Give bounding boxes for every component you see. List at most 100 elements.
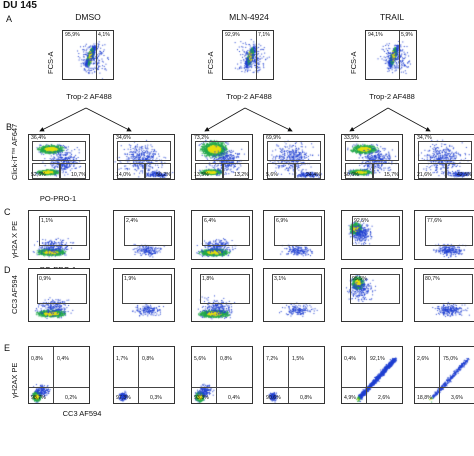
- row-c-plot-4: 92,5%: [341, 210, 403, 260]
- row-b-bl-pct: 14,0%: [116, 172, 131, 178]
- figure-title: DU 145: [3, 0, 37, 11]
- row-d-plot-0: 0,9%: [28, 268, 90, 322]
- row-e-br-pct: 2,6%: [378, 395, 390, 401]
- row-c-gate: [39, 216, 87, 246]
- row-b-gate-br: [60, 163, 86, 179]
- condition-dmso: DMSO: [75, 12, 101, 22]
- row-b-top-pct: 73,2%: [194, 135, 209, 141]
- row-b-br-pct: 24,4%: [306, 172, 321, 178]
- row-e-bl-pct: 18,8%: [417, 395, 432, 401]
- row-e-tl-pct: 0,8%: [31, 356, 43, 362]
- row-c-gate: [124, 216, 172, 246]
- row-c-gate: [352, 216, 400, 246]
- row-e-quad-vline: [439, 347, 440, 403]
- row-b-gate-top: [32, 141, 86, 161]
- row-d-plot-1: 1,9%: [113, 268, 175, 322]
- row-b-top-pct: 33,5%: [344, 135, 359, 141]
- row-b-plot-1: 34,6% 14,0% 50,2%: [113, 134, 175, 180]
- row-b-plot-3: 69,9% 5,6% 24,4%: [263, 134, 325, 180]
- row-c-ylabel: γH2A X PE: [10, 220, 19, 258]
- row-a-left-pct: 94,1%: [368, 32, 383, 38]
- row-d-gate-pct: 80,7%: [425, 276, 440, 282]
- row-e-plot-4: 0,4% 92,1% 4,9% 2,6%: [341, 346, 403, 404]
- row-e-ylabel: γH2AX PE: [10, 362, 19, 398]
- row-b-gate-bl: [418, 163, 446, 179]
- row-a-gate-line: [96, 31, 97, 79]
- density-cloud: [415, 269, 474, 321]
- row-a-left-pct: 92,9%: [225, 32, 240, 38]
- row-e-quad-vline: [53, 347, 54, 403]
- row-c-plot-1: 2,4%: [113, 210, 175, 260]
- row-e-quad-hline: [29, 387, 89, 388]
- row-d-ylabel: CC3 AF594: [10, 275, 19, 314]
- row-e-plot-1: 1,7% 0,8% 97,3% 0,3%: [113, 346, 175, 404]
- row-b-gate-bl: [117, 163, 145, 179]
- row-d-gate: [350, 274, 400, 304]
- row-e-quad-vline: [138, 347, 139, 403]
- row-e-plot-5: 2,6% 75,0% 18,8% 3,6%: [414, 346, 474, 404]
- density-cloud: [415, 135, 474, 179]
- row-a-gate-line: [399, 31, 400, 79]
- density-cloud: [415, 347, 474, 403]
- row-a-left-pct: 95,9%: [65, 32, 80, 38]
- row-c-plot-0: 1,1%: [28, 210, 90, 260]
- row-a-plot-2: 94,1% 5,9%: [365, 30, 417, 80]
- row-e-tr-pct: 1,5%: [292, 356, 304, 362]
- row-d-gate: [37, 274, 87, 304]
- row-e-quad-vline: [288, 347, 289, 403]
- row-b-gate-br: [223, 163, 249, 179]
- row-b-bl-pct: 13,5%: [194, 172, 209, 178]
- density-cloud: [342, 347, 402, 403]
- row-e-br-pct: 0,8%: [300, 395, 312, 401]
- row-e-tr-pct: 75,0%: [443, 356, 458, 362]
- row-b-br-pct: 50,2%: [156, 172, 171, 178]
- row-a-gate-line: [256, 31, 257, 79]
- row-c-gate: [202, 216, 250, 246]
- row-d-gate: [200, 274, 250, 304]
- row-b-gate-bl: [32, 163, 60, 179]
- row-e-tr-pct: 92,1%: [370, 356, 385, 362]
- row-e-quad-hline: [264, 387, 324, 388]
- row-b-br-pct: 10,7%: [71, 172, 86, 178]
- row-b-gate-br: [373, 163, 399, 179]
- row-b-plot-4: 33,5% 50,6% 15,7%: [341, 134, 403, 180]
- density-cloud: [264, 347, 324, 403]
- row-e-br-pct: 0,4%: [228, 395, 240, 401]
- row-b-bl-pct: 5,6%: [266, 172, 278, 178]
- row-b-top-pct: 34,6%: [116, 135, 131, 141]
- row-b-xlabel: PO-PRO-1: [39, 194, 77, 203]
- row-d-gate-pct: 1,9%: [124, 276, 136, 282]
- row-b-gate-bl: [345, 163, 373, 179]
- row-a-xlabel-0: Trop-2 AF488: [66, 92, 112, 101]
- row-d-gate-pct: 0,9%: [39, 276, 51, 282]
- row-c-plot-5: 77,6%: [414, 210, 474, 260]
- row-e-bl-pct: 98,7%: [31, 395, 46, 401]
- row-d-plot-3: 3,1%: [263, 268, 325, 322]
- density-cloud: [342, 269, 402, 321]
- row-b-ylabel: Click-iT™ AF647: [10, 123, 19, 180]
- density-cloud: [192, 269, 252, 321]
- row-d-plot-4: 95,5%: [341, 268, 403, 322]
- row-b-bl-pct: 52,6%: [31, 172, 46, 178]
- row-c-gate-pct: 77,6%: [427, 218, 442, 224]
- row-b-top-pct: 34,7%: [417, 135, 432, 141]
- row-e-tl-pct: 0,4%: [344, 356, 356, 362]
- row-b-gate-bl: [267, 163, 295, 179]
- row-e-tr-pct: 0,8%: [142, 356, 154, 362]
- density-cloud: [114, 347, 174, 403]
- row-e-bl-pct: 93,3%: [194, 395, 209, 401]
- row-e-plot-2: 5,6% 0,8% 93,3% 0,4%: [191, 346, 253, 404]
- row-b-gate-top: [345, 141, 399, 161]
- density-cloud: [415, 211, 474, 259]
- row-c-plot-2: 6,4%: [191, 210, 253, 260]
- density-cloud: [29, 269, 89, 321]
- row-d-gate: [272, 274, 322, 304]
- row-e-bl-pct: 4,9%: [344, 395, 356, 401]
- density-cloud: [223, 31, 273, 79]
- row-e-bl-pct: 97,3%: [116, 395, 131, 401]
- row-e-quad-hline: [342, 387, 402, 388]
- density-cloud: [29, 347, 89, 403]
- row-d-gate-pct: 3,1%: [274, 276, 286, 282]
- density-cloud: [366, 31, 416, 79]
- row-b-br-pct: 42,5%: [457, 172, 472, 178]
